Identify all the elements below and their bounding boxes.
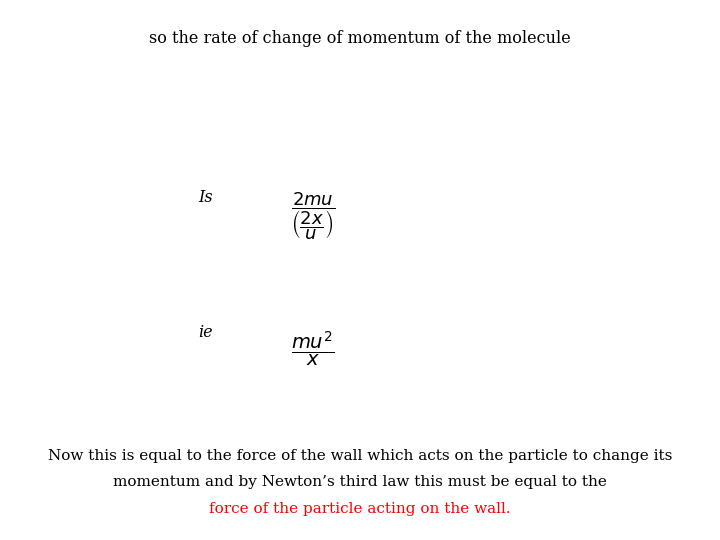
Text: Now this is equal to the force of the wall which acts on the particle to change : Now this is equal to the force of the wa… bbox=[48, 449, 672, 463]
Text: momentum and by Newton’s third law this must be equal to the: momentum and by Newton’s third law this … bbox=[113, 475, 607, 489]
Text: Is: Is bbox=[198, 188, 212, 206]
Text: so the rate of change of momentum of the molecule: so the rate of change of momentum of the… bbox=[149, 30, 571, 46]
Text: force of the particle acting on the wall.: force of the particle acting on the wall… bbox=[210, 502, 510, 516]
Text: $\dfrac{mu^{2}}{x}$: $\dfrac{mu^{2}}{x}$ bbox=[292, 329, 335, 368]
Text: ie: ie bbox=[198, 323, 212, 341]
Text: $\dfrac{2mu}{\left(\dfrac{2x}{u}\right)}$: $\dfrac{2mu}{\left(\dfrac{2x}{u}\right)}… bbox=[291, 190, 336, 242]
